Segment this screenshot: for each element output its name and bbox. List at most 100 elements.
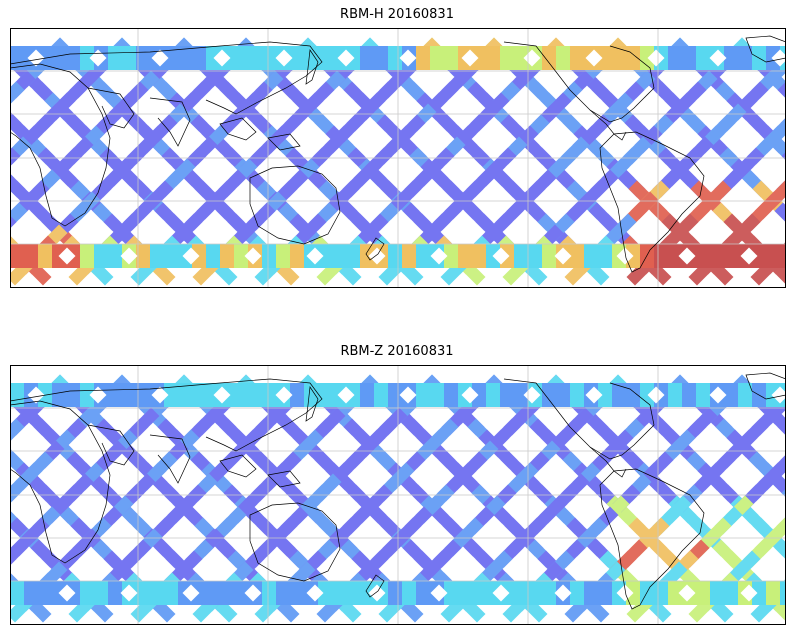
south-swath-cell <box>654 581 668 605</box>
north-swath-cell <box>542 383 556 407</box>
south-swath-cell <box>766 244 780 268</box>
south-swath-cell <box>318 581 332 605</box>
north-swath-cell <box>290 383 304 407</box>
south-swath-cell <box>24 581 38 605</box>
south-swath-cell <box>234 581 248 605</box>
north-swath-cell <box>178 383 192 407</box>
south-swath-cell <box>598 581 612 605</box>
north-swath-cell <box>10 46 24 70</box>
north-swath-cell <box>640 383 654 407</box>
south-swath-cell <box>710 244 724 268</box>
south-swath-cell <box>388 581 402 605</box>
south-swath-cell <box>346 581 360 605</box>
south-swath-cell <box>654 244 668 268</box>
south-swath-cell <box>80 244 94 268</box>
north-swath-cell <box>696 46 710 70</box>
swath-gap <box>771 49 786 67</box>
north-swath-cell <box>108 383 122 407</box>
swath-gap <box>306 247 324 265</box>
swath-gap <box>647 49 665 67</box>
north-swath-cell <box>612 383 626 407</box>
south-swath-cell <box>570 244 584 268</box>
south-swath-cell <box>542 244 556 268</box>
sam-coast <box>599 131 705 273</box>
south-swath-cell <box>262 581 276 605</box>
south-swath-cell <box>598 244 612 268</box>
swath-gap <box>492 584 510 602</box>
north-swath-cell <box>444 46 458 70</box>
south-swath-cell <box>164 581 178 605</box>
south-swath-cell <box>724 581 738 605</box>
south-swath-cell <box>290 244 304 268</box>
north-swath-cell <box>304 46 318 70</box>
south-swath-cell <box>136 581 150 605</box>
south-swath-cell <box>542 581 556 605</box>
north-swath-cell <box>430 383 444 407</box>
north-swath-cell <box>52 46 66 70</box>
australia-coast <box>249 502 341 582</box>
panel-title-rbm-h: RBM-H 20160831 <box>340 7 454 22</box>
south-swath-cell <box>388 244 402 268</box>
swath-gap <box>585 386 603 404</box>
south-swath-cell <box>528 581 542 605</box>
greenland-coast <box>745 372 786 400</box>
south-swath-cell <box>444 581 458 605</box>
north-swath-cell <box>262 46 276 70</box>
north-swath-cell <box>234 383 248 407</box>
map-frame <box>10 28 786 288</box>
swath-gap <box>120 584 138 602</box>
south-swath-cell <box>472 581 486 605</box>
north-swath-cell <box>80 46 94 70</box>
graticule <box>10 28 786 288</box>
north-swath-cell <box>164 46 178 70</box>
sam-coast <box>599 468 705 610</box>
north-swath-cell <box>374 46 388 70</box>
south-swath-cell <box>346 244 360 268</box>
swath-gap <box>58 584 76 602</box>
north-swath-cell <box>640 46 654 70</box>
north-swath-cell <box>430 46 444 70</box>
north-swath-cell <box>122 383 136 407</box>
asia-coast <box>10 378 323 452</box>
north-swath-cell <box>738 46 752 70</box>
south-swath-cell <box>206 581 220 605</box>
south-swath-cell <box>276 581 290 605</box>
south-swath-cell <box>80 581 94 605</box>
north-swath-cell <box>10 383 24 407</box>
south-swath-cell <box>402 581 416 605</box>
south-swath-cell <box>150 581 164 605</box>
south-swath-cell <box>276 244 290 268</box>
south-swath-cell <box>458 244 472 268</box>
sea-islands <box>219 117 301 151</box>
track-segment <box>774 539 786 560</box>
arabia-coast <box>87 424 135 466</box>
north-swath-cell <box>360 46 374 70</box>
north-swath-cell <box>290 46 304 70</box>
north-swath-cell <box>360 383 374 407</box>
north-swath-cell <box>500 46 514 70</box>
south-swath-cell <box>514 581 528 605</box>
track-segment <box>774 202 786 223</box>
south-swath-cell <box>332 581 346 605</box>
north-swath-cell <box>374 383 388 407</box>
swath-gap <box>306 584 324 602</box>
north-swath-cell <box>122 46 136 70</box>
coastlines <box>10 372 786 610</box>
swath-gap <box>554 584 572 602</box>
south-swath-cell <box>38 244 52 268</box>
south-swath-cell <box>108 581 122 605</box>
coastlines <box>10 35 786 273</box>
south-swath-cell <box>514 244 528 268</box>
north-swath-cell <box>556 46 570 70</box>
asia-coast <box>10 41 323 115</box>
north-swath-cell <box>682 383 696 407</box>
north-swath-cell <box>570 46 584 70</box>
north-swath-cell <box>542 46 556 70</box>
swath-gap <box>616 584 634 602</box>
orbit-tracks <box>10 37 786 286</box>
north-swath-cell <box>192 46 206 70</box>
track-segment <box>10 539 28 566</box>
south-swath-cell <box>752 244 766 268</box>
north-swath-cell <box>682 46 696 70</box>
australia-coast <box>249 165 341 245</box>
